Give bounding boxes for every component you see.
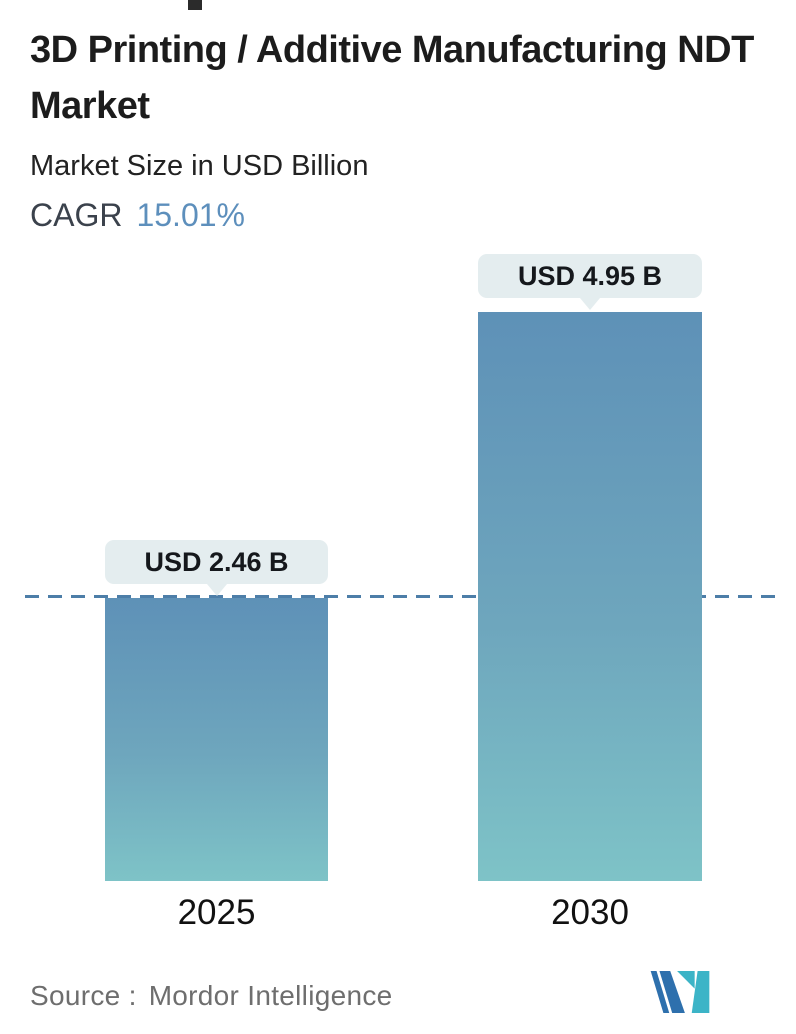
x-axis-label-2025: 2025: [177, 893, 256, 932]
chart-footer: Source : Mordor Intelligence: [30, 968, 766, 1016]
source-label: Source :: [30, 980, 137, 1011]
reference-dashed-line: [25, 595, 775, 598]
top-edge-mark: [188, 0, 202, 10]
value-tooltip-2030: USD 4.95 B: [478, 254, 702, 310]
value-tooltip-2025: USD 2.46 B: [105, 540, 328, 596]
bar-group-2030: USD 4.95 B 2030: [478, 0, 702, 932]
chart-title: 3D Printing / Additive Manufacturing NDT…: [30, 29, 754, 127]
source-line: Source : Mordor Intelligence: [30, 980, 393, 1012]
cagr-row: CAGR 15.01%: [30, 197, 770, 234]
bar-2030: [478, 312, 702, 881]
bar-2025: [105, 598, 328, 881]
mordor-intelligence-logo: [650, 970, 710, 1014]
bar-group-2025: USD 2.46 B 2025: [105, 0, 328, 932]
source-value: Mordor Intelligence: [148, 980, 393, 1011]
chart-header: 3D Printing / Additive Manufacturing NDT…: [30, 22, 770, 234]
x-axis-label-2030: 2030: [551, 893, 629, 932]
cagr-label: CAGR: [30, 197, 123, 233]
chart-subtitle: Market Size in USD Billion: [30, 150, 369, 182]
cagr-value: 15.01%: [136, 197, 245, 233]
